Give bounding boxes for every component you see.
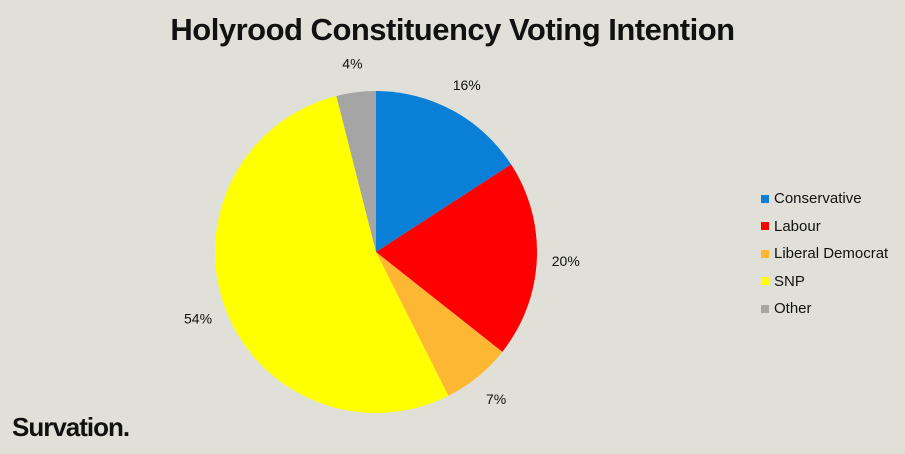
legend-swatch [761,277,769,286]
survation-logo: Survation. [12,412,130,442]
legend-swatch [761,304,769,313]
pie-slice-liberal-democrat [376,252,503,396]
legend-swatch [761,222,769,231]
data-label-liberal-democrat: 7% [486,391,506,407]
legend-item-snp: SNP [761,268,888,296]
legend-label: SNP [774,272,805,290]
legend-label: Labour [774,217,821,235]
legend: Conservative Labour Liberal Democrat SNP Oth… [761,185,888,323]
legend-item-labour: Labour [761,213,888,241]
pie-slice-labour [376,164,538,352]
legend-swatch [761,194,769,203]
chart-title: Holyrood Constituency Voting Intention [170,12,735,47]
legend-label: Conservative [774,190,862,208]
legend-item-liberal-democrat: Liberal Democrat [761,240,888,268]
data-label-conservative: 16% [453,77,481,93]
legend-swatch [761,249,769,258]
data-label-snp: 54% [184,311,212,327]
legend-item-other: Other [761,295,888,323]
legend-label: Other [774,300,812,318]
data-label-other: 4% [342,55,362,71]
pie-slice-conservative [376,91,512,252]
pie-slice-snp [214,95,449,414]
legend-label: Liberal Democrat [774,245,889,263]
pie-slice-other [336,91,376,252]
data-label-labour: 20% [552,253,580,269]
legend-item-conservative: Conservative [761,185,888,213]
